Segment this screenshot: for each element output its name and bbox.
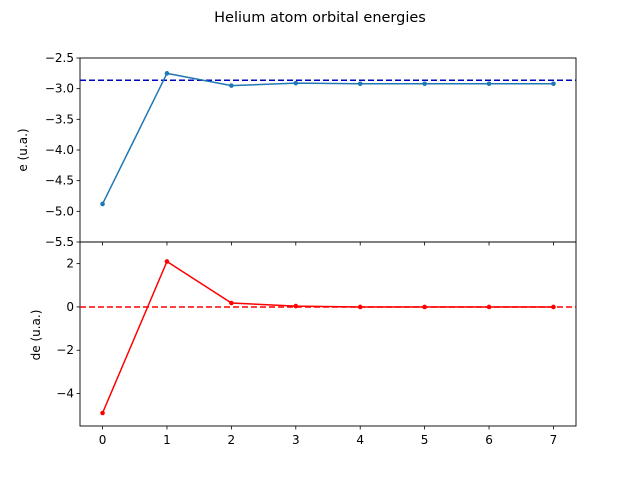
top-data-point: [357, 81, 363, 87]
x-tick-label: 0: [99, 433, 107, 447]
x-tick-label: 1: [163, 433, 171, 447]
top-y-tick-label: −3.0: [45, 82, 74, 96]
bottom-data-point: [551, 304, 556, 310]
top-y-tick-label: −5.0: [45, 204, 74, 218]
top-y-tick-label: −2.5: [45, 51, 74, 65]
bottom-y-axis-label: de (u.a.): [29, 310, 43, 361]
figure-title: Helium atom orbital energies: [214, 10, 426, 26]
top-panel: −2.5 −3.0 −3.5 −4.0 −4.5 −5.0 −5.5: [45, 51, 577, 249]
top-data-point: [486, 81, 492, 87]
bottom-data-point: [100, 410, 105, 416]
bottom-y-tick-label: −4: [56, 387, 74, 401]
bottom-data-point: [422, 304, 427, 310]
x-tick-label: 5: [421, 433, 429, 447]
bottom-data-point: [164, 259, 170, 264]
top-y-tick-label: −4.0: [45, 143, 74, 157]
bottom-series-line: [101, 260, 554, 414]
top-data-point: [422, 81, 427, 87]
x-tick-label: 3: [292, 433, 300, 447]
bottom-y-tick-label: −2: [56, 343, 74, 357]
top-y-axis-label: e (u.a.): [16, 128, 30, 171]
bottom-y-tick-label: 0: [66, 300, 74, 314]
bottom-panel: 2 0 −2 −4 0 1 2 3 4 5 6 7: [56, 241, 577, 447]
top-data-point: [164, 71, 170, 76]
top-axes-frame: [79, 57, 577, 243]
top-data-point: [100, 201, 105, 207]
x-tick-label: 7: [550, 433, 558, 447]
x-tick-label: 2: [228, 433, 236, 447]
top-y-tick-label: −5.5: [45, 235, 74, 249]
x-tick-label: 6: [485, 433, 493, 447]
x-tick-label: 4: [356, 433, 364, 447]
top-data-point: [293, 80, 299, 86]
bottom-axes-frame: [79, 241, 577, 427]
bottom-data-point: [293, 303, 299, 309]
bottom-data-point: [357, 304, 363, 310]
bottom-data-point: [486, 304, 492, 310]
top-data-point: [229, 83, 234, 88]
bottom-data-point: [229, 300, 234, 306]
top-y-tick-label: −4.5: [45, 174, 74, 188]
top-data-point: [551, 81, 556, 87]
top-y-tick-label: −3.5: [45, 112, 74, 126]
bottom-y-tick-label: 2: [66, 257, 74, 271]
top-series-line: [101, 72, 554, 205]
